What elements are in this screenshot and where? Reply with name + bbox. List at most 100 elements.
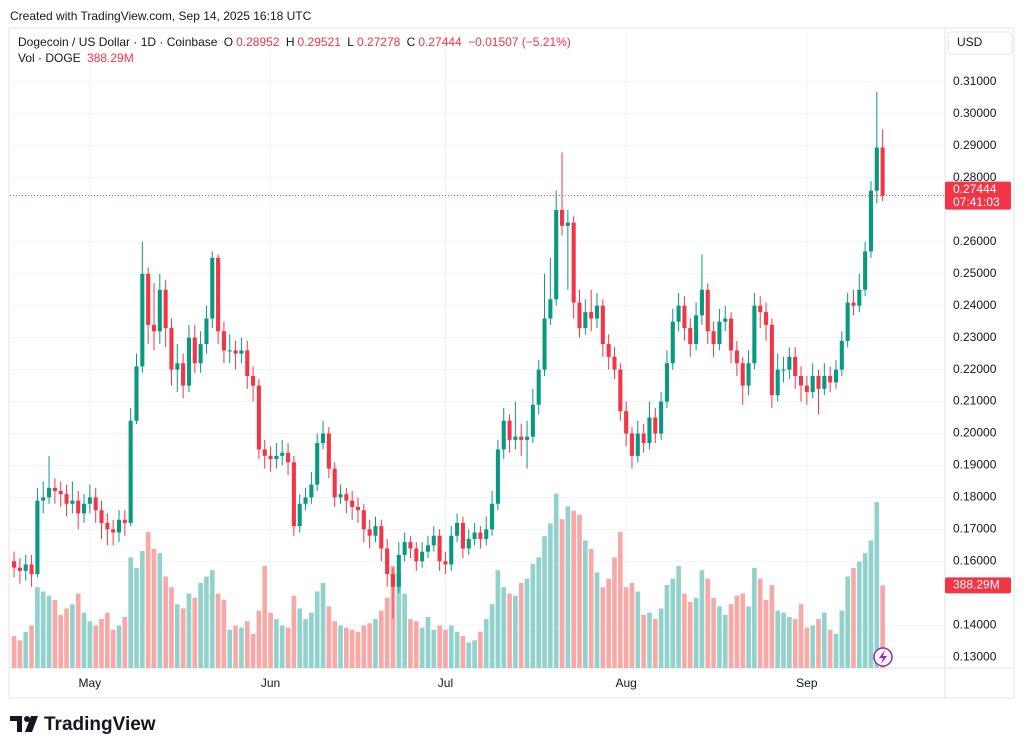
candle-body bbox=[268, 455, 273, 460]
volume-bar bbox=[501, 587, 507, 668]
volume-bar bbox=[594, 572, 600, 668]
volume-bar bbox=[17, 640, 23, 668]
legend-row: Dogecoin / US Dollar · 1D · Coinbase O 0.… bbox=[18, 35, 574, 49]
candle-body bbox=[216, 257, 221, 332]
candle-body bbox=[635, 433, 640, 456]
candle-body bbox=[530, 404, 535, 437]
volume-bar bbox=[676, 565, 681, 668]
candle-body bbox=[93, 497, 98, 511]
volume-bar bbox=[548, 523, 553, 668]
candle-body bbox=[361, 510, 366, 530]
volume-bar bbox=[58, 614, 64, 668]
volume-bar bbox=[617, 531, 623, 668]
volume-bar bbox=[81, 612, 87, 668]
change: −0.01507 (−5.21%) bbox=[468, 35, 571, 49]
candle-body bbox=[495, 449, 500, 504]
candle-body bbox=[612, 356, 617, 370]
candle-body bbox=[192, 337, 197, 364]
candle-body bbox=[705, 289, 710, 332]
volume-bar bbox=[116, 625, 122, 668]
volume-bar bbox=[483, 619, 489, 668]
volume-bar bbox=[29, 625, 34, 668]
candle-body bbox=[845, 302, 850, 341]
volume-bar bbox=[810, 625, 816, 668]
volume-bar bbox=[647, 612, 652, 668]
candle-body bbox=[52, 487, 57, 492]
volume-bar bbox=[757, 578, 763, 668]
x-tick-label: Jul bbox=[438, 676, 453, 690]
volume-bar bbox=[495, 570, 501, 668]
y-tick-label: 0.19000 bbox=[953, 458, 997, 472]
candle-body bbox=[490, 503, 495, 530]
x-tick-label: Aug bbox=[615, 676, 636, 690]
candle-body bbox=[23, 564, 28, 571]
x-tick-label: May bbox=[79, 676, 102, 690]
volume-bar bbox=[833, 633, 839, 668]
candle-body bbox=[734, 350, 739, 364]
symbol-title: Dogecoin / US Dollar · 1D · Coinbase bbox=[18, 35, 218, 49]
candle-body bbox=[874, 147, 879, 191]
candle-body bbox=[251, 375, 256, 386]
currency: USD bbox=[957, 35, 983, 49]
volume-bar bbox=[23, 631, 29, 668]
volume-legend: Vol · DOGE 388.29M bbox=[18, 51, 137, 65]
volume-bar bbox=[256, 610, 262, 668]
volume-bar bbox=[408, 619, 413, 668]
candle-body bbox=[857, 289, 862, 306]
volume-bar bbox=[355, 631, 361, 668]
volume-bar bbox=[413, 621, 419, 668]
volume-bar bbox=[332, 621, 338, 668]
volume-bar bbox=[763, 599, 769, 668]
candle-body bbox=[198, 344, 203, 364]
last-price-label: 0.27444 bbox=[953, 182, 997, 196]
candle-body bbox=[396, 554, 401, 587]
volume-bar bbox=[792, 619, 798, 668]
candle-body bbox=[76, 500, 81, 514]
volume-bar bbox=[670, 578, 676, 668]
candle-body bbox=[256, 385, 261, 450]
candle-body bbox=[810, 375, 815, 392]
badge-icon bbox=[873, 647, 893, 667]
volume-bar bbox=[139, 551, 145, 668]
volume-bar bbox=[664, 585, 670, 668]
candle-body bbox=[676, 305, 681, 322]
volume-bar bbox=[64, 608, 69, 668]
candle-body bbox=[134, 366, 139, 421]
volume-bar bbox=[344, 627, 349, 668]
volume-bar bbox=[798, 604, 804, 668]
currency-box bbox=[947, 31, 1013, 55]
candle-body bbox=[559, 209, 565, 226]
candle-body bbox=[181, 363, 186, 386]
volume-bar bbox=[396, 572, 402, 668]
y-tick-label: 0.28000 bbox=[953, 170, 997, 184]
volume-bar bbox=[268, 612, 273, 668]
candle-body bbox=[624, 411, 629, 434]
volume-bar bbox=[99, 619, 104, 668]
candle-body bbox=[274, 455, 279, 460]
countdown: 07:41:03 bbox=[953, 195, 1000, 209]
candle-body bbox=[478, 532, 483, 539]
y-tick-label: 0.22000 bbox=[953, 362, 997, 376]
volume-bar bbox=[507, 593, 512, 668]
candle-body bbox=[315, 443, 320, 485]
volume-pane bbox=[11, 493, 885, 668]
candle-body bbox=[390, 574, 396, 587]
candle-body bbox=[449, 535, 454, 565]
volume-bar bbox=[478, 631, 483, 668]
candle-body bbox=[460, 522, 465, 549]
candle-body bbox=[210, 257, 215, 319]
volume-bar bbox=[209, 570, 215, 668]
volume-bar bbox=[652, 619, 658, 668]
volume-bar bbox=[868, 540, 874, 668]
candle-body bbox=[70, 500, 75, 504]
volume-bar bbox=[431, 629, 437, 668]
volume-bar bbox=[93, 625, 99, 668]
volume-bar bbox=[198, 582, 203, 668]
candle-body bbox=[303, 497, 308, 504]
y-tick-label: 0.23000 bbox=[953, 330, 997, 344]
axes: 0.13000 0.14000 0.16000 0.17000 0.18000 0.190… bbox=[10, 74, 1011, 690]
candle-body bbox=[769, 324, 774, 396]
candle-body bbox=[554, 209, 559, 300]
volume-bar bbox=[454, 631, 460, 668]
